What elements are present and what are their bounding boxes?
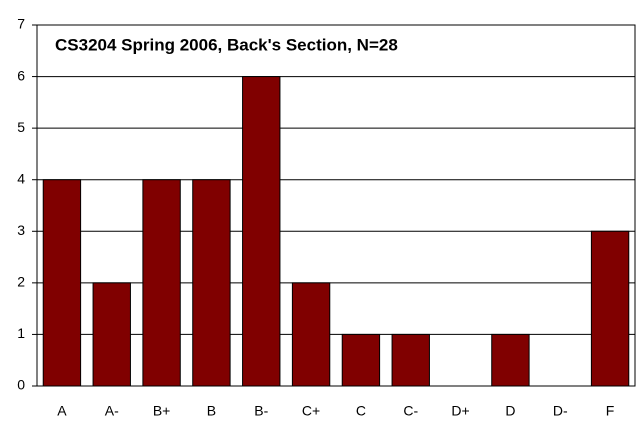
- y-tick-label: 5: [17, 119, 25, 135]
- x-tick-label: A-: [105, 403, 119, 419]
- x-tick-label: F: [606, 403, 615, 419]
- y-tick-label: 2: [17, 274, 25, 290]
- bar: [92, 282, 131, 387]
- y-tick-label: 7: [17, 16, 25, 32]
- x-tick-label: B-: [254, 403, 268, 419]
- x-tick-label: D: [505, 403, 515, 419]
- chart-title: CS3204 Spring 2006, Back's Section, N=28: [55, 35, 398, 54]
- y-tick-label: 4: [17, 170, 25, 186]
- bar: [242, 76, 281, 387]
- bar: [42, 179, 82, 387]
- bar: [192, 179, 231, 387]
- bar: [590, 230, 630, 387]
- x-tick-label: D+: [451, 403, 469, 419]
- x-tick-label: A: [57, 403, 67, 419]
- y-tick-label: 1: [17, 325, 25, 341]
- x-tick-label: C-: [403, 403, 418, 419]
- y-tick-label: 3: [17, 222, 25, 238]
- x-tick-label: B: [207, 403, 216, 419]
- x-tick-label: C: [356, 403, 366, 419]
- x-tick-label: C+: [302, 403, 320, 419]
- y-tick-label: 0: [17, 377, 25, 393]
- x-tick-label: B+: [153, 403, 171, 419]
- bar: [291, 282, 331, 387]
- bar: [491, 333, 530, 387]
- bar: [341, 333, 381, 387]
- y-tick-label: 6: [17, 67, 25, 83]
- bar: [142, 179, 181, 387]
- bar: [391, 333, 430, 387]
- x-tick-label: D-: [553, 403, 568, 419]
